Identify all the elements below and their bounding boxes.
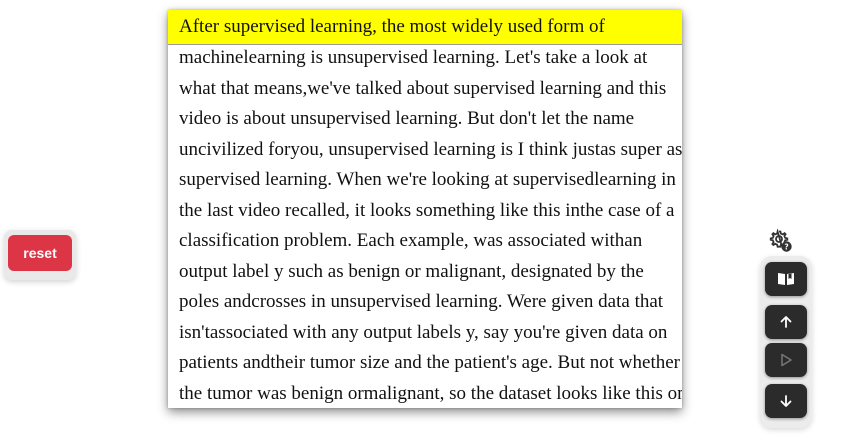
next-line-button[interactable]: [765, 384, 807, 418]
reader-line: the tumor was benign ormalignant, so the…: [179, 382, 682, 404]
reader-line-highlighted: After supervised learning, the most wide…: [179, 16, 605, 37]
current-line-highlight: [168, 10, 682, 45]
settings-help-icon[interactable]: ?: [769, 227, 793, 253]
reader-line: output label y such as benign or maligna…: [179, 260, 644, 282]
reader-line: machinelearning is unsupervised learning…: [179, 47, 648, 68]
reader-line: patients andtheir tumor size and the pat…: [179, 352, 680, 373]
arrow-down-icon: [778, 393, 794, 409]
reader-line: isn'tassociated with any output labels y…: [179, 321, 668, 343]
reader-line: poles andcrosses in unsupervised learnin…: [179, 291, 664, 312]
reset-button-container: reset: [4, 230, 76, 280]
reader-line: video is about unsupervised learning. Bu…: [179, 108, 635, 129]
reader-line: what that means,we've talked about super…: [179, 77, 667, 99]
book-open-icon: [777, 271, 795, 287]
book-mode-button[interactable]: [765, 262, 807, 296]
play-icon: [778, 352, 794, 368]
reader-card: After supervised learning, the most wide…: [168, 10, 682, 408]
reader-line: uncivilized foryou, unsupervised learnin…: [179, 138, 682, 160]
reader-line: the last video recalled, it looks someth…: [179, 199, 675, 221]
play-button[interactable]: [765, 343, 807, 377]
reset-button[interactable]: reset: [8, 235, 72, 271]
previous-line-button[interactable]: [765, 305, 807, 339]
svg-text:?: ?: [784, 242, 788, 251]
reader-line: classification problem. Each example, wa…: [179, 230, 643, 251]
reader-line: supervised learning. When we're looking …: [179, 169, 676, 190]
arrow-up-icon: [778, 314, 794, 330]
reader-toolbar: [760, 256, 812, 428]
